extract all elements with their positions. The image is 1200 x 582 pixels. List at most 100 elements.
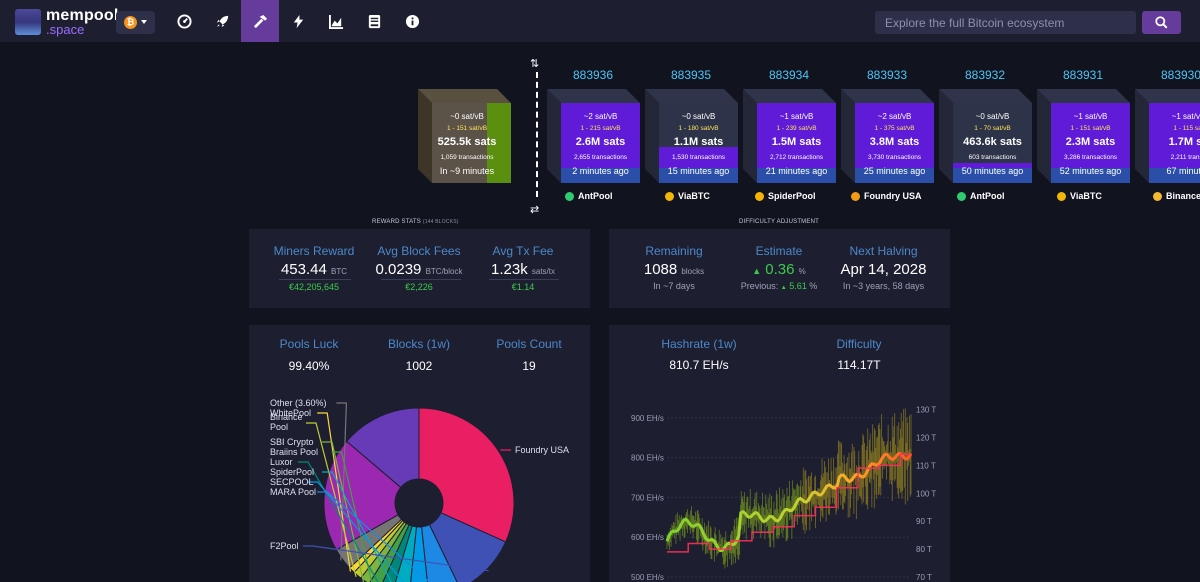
block-shape bbox=[1135, 89, 1200, 183]
block-pool-link[interactable]: ViaBTC bbox=[1057, 191, 1102, 201]
search-button[interactable] bbox=[1142, 11, 1181, 34]
block-883931[interactable]: ~1 sat/vB 1 - 151 sat/vB 2.3M sats 3,286 tr… bbox=[1037, 89, 1130, 183]
rocket-icon bbox=[216, 15, 228, 27]
mining-pools-card: Pools Luck 99.40% Blocks (1w) 1002 Pools… bbox=[249, 325, 590, 582]
nav-mining[interactable] bbox=[241, 0, 279, 42]
block-height-link[interactable]: 883935 bbox=[670, 68, 712, 82]
pie-label-line bbox=[322, 471, 392, 582]
estimate-amount: 0.36 bbox=[765, 261, 795, 278]
block-median-fee: ~0 sat/vB bbox=[681, 112, 716, 121]
nav-graphs[interactable] bbox=[317, 0, 355, 42]
swap-vertical-icon[interactable]: ⇅ bbox=[530, 58, 540, 70]
avg-block-fees-value: 0.0239 BTC/block bbox=[367, 261, 471, 278]
blocks-1w-label: Blocks (1w) bbox=[387, 337, 450, 351]
block-height-link[interactable]: 883932 bbox=[964, 68, 1006, 82]
block-fill-base bbox=[953, 168, 1032, 183]
hashrate-average-line bbox=[665, 452, 913, 553]
block-size: 2.6M sats bbox=[575, 136, 626, 148]
block-height-link[interactable]: 883936 bbox=[572, 68, 614, 82]
nav-dashboard[interactable] bbox=[165, 0, 203, 42]
mempool-pending-block[interactable]: ~0 sat/vB 1 - 151 sat/vB 525.5k sats 1,0… bbox=[418, 89, 511, 183]
block-fill-base bbox=[659, 168, 738, 183]
block-pool-link[interactable]: SpiderPool bbox=[755, 191, 816, 201]
swap-horizontal-icon[interactable]: ⇄ bbox=[530, 204, 540, 216]
pie-label-line bbox=[317, 412, 352, 572]
mempool-blockchain-divider bbox=[536, 72, 538, 197]
block-height-link[interactable]: 883930 bbox=[1160, 68, 1200, 82]
block-fee-range: 1 - 70 sat/vB bbox=[974, 125, 1011, 132]
difficulty-adjustment-title: DIFFICULTY ADJUSTMENT bbox=[739, 219, 819, 225]
block-fee-range: 1 - 375 sat/vB bbox=[874, 125, 915, 132]
nav-docs[interactable] bbox=[355, 0, 393, 42]
block-pool-link[interactable]: AntPool bbox=[565, 191, 613, 201]
brand-domain[interactable]: .space bbox=[46, 22, 85, 37]
block-883933[interactable]: ~2 sat/vB 1 - 375 sat/vB 3.8M sats 3,730 tr… bbox=[841, 89, 934, 183]
block-fill-base bbox=[561, 168, 640, 183]
miners-reward-unit: BTC bbox=[331, 267, 348, 276]
nav-accelerator[interactable] bbox=[203, 0, 241, 42]
block-height-link[interactable]: 883933 bbox=[866, 68, 908, 82]
block-size: 1.1M sats bbox=[673, 136, 724, 148]
difficulty-adjustment-card[interactable]: Remaining 1088 blocks In ~7 days Estimat… bbox=[609, 229, 950, 308]
brand-name[interactable]: mempool bbox=[46, 7, 119, 24]
y-left-tick-label: 800 EH/s bbox=[631, 454, 664, 463]
block-tx-count: 2,655 transactions bbox=[573, 154, 628, 161]
pie-label-line bbox=[298, 461, 379, 582]
block-fee-range: 1 - 215 sat/vB bbox=[580, 125, 621, 132]
block-883936[interactable]: ~2 sat/vB 1 - 215 sat/vB 2.6M sats 2,655 tr… bbox=[547, 89, 640, 183]
avg-tx-fee-value: 1.23k sats/tx bbox=[473, 261, 573, 278]
block-pool-link[interactable]: Foundry USA bbox=[851, 191, 922, 201]
avg-tx-fee-unit: sats/tx bbox=[531, 267, 555, 276]
block-time: 67 minutes bbox=[1166, 166, 1200, 176]
mempool-logo-icon[interactable] bbox=[15, 9, 41, 35]
pool-name: AntPool bbox=[970, 191, 1005, 201]
hashrate-difficulty-chart[interactable]: 500 EH/s 600 EH/s 700 EH/s 800 EH/s 900 EH/s… bbox=[609, 385, 950, 582]
block-shape bbox=[841, 89, 934, 183]
pie-legend-label: Luxor bbox=[270, 457, 293, 467]
mempool-block-shape bbox=[418, 89, 511, 183]
reward-stats-card: Miners Reward 453.44 BTC €42,205,645 Avg… bbox=[249, 229, 590, 308]
mempool-fee-range: 1 - 151 sat/vB bbox=[446, 125, 488, 132]
block-median-fee: ~1 sat/vB bbox=[779, 112, 814, 121]
block-883935[interactable]: ~0 sat/vB 1 - 180 sat/vB 1.1M sats 1,530 tr… bbox=[645, 89, 738, 183]
pool-logo-icon bbox=[1153, 191, 1162, 201]
remaining-label: Remaining bbox=[645, 244, 703, 258]
block-face: ~2 sat/vB 1 - 375 sat/vB 3.8M sats 3,730 tr… bbox=[855, 103, 934, 183]
block-883934[interactable]: ~1 sat/vB 1 - 239 sat/vB 1.5M sats 2,712 tr… bbox=[743, 89, 836, 183]
pie-slice-f2pool[interactable] bbox=[428, 512, 507, 582]
divider-line bbox=[279, 279, 351, 280]
next-halving-label: Next Halving bbox=[849, 244, 918, 258]
pool-name: Foundry USA bbox=[864, 191, 922, 201]
pool-logo-icon bbox=[665, 191, 674, 201]
pie-slice-foundry-usa[interactable] bbox=[418, 407, 515, 543]
block-pool-link[interactable]: ViaBTC bbox=[665, 191, 710, 201]
estimate-label: Estimate bbox=[755, 244, 803, 258]
pie-slice-viabtc[interactable] bbox=[346, 407, 420, 489]
pie-legend-label: SpiderPool bbox=[270, 467, 314, 477]
block-tx-count: 3,730 transactions bbox=[867, 154, 922, 161]
pool-logo-icon bbox=[565, 191, 574, 201]
y-left-tick-label: 900 EH/s bbox=[631, 414, 664, 423]
search-input[interactable] bbox=[875, 11, 1136, 34]
block-pool-link[interactable]: AntPool bbox=[957, 191, 1005, 201]
block-883930[interactable]: ~1 sat/vB 1 - 115 sat 1.7M sa 2,211 transa 6… bbox=[1135, 89, 1200, 183]
block-time: 15 minutes ago bbox=[667, 166, 730, 176]
block-pool-link[interactable]: Binance bbox=[1153, 191, 1200, 201]
reward-stats-title: REWARD STATS (144 BLOCKS) bbox=[372, 219, 459, 225]
hashrate-card: Hashrate (1w) 810.7 EH/s Difficulty 114.… bbox=[609, 325, 950, 582]
nav-about[interactable] bbox=[393, 0, 431, 42]
block-tx-count: 1,530 transactions bbox=[671, 154, 726, 161]
block-height-link[interactable]: 883934 bbox=[768, 68, 810, 82]
arrow-up-icon: ▲ bbox=[752, 266, 762, 276]
miners-reward-label: Miners Reward bbox=[273, 244, 355, 258]
block-median-fee: ~1 sat/vB bbox=[1171, 112, 1200, 121]
y-right-tick-label: 100 T bbox=[916, 489, 936, 498]
docs-icon bbox=[368, 14, 380, 28]
network-selector-button[interactable]: ₿ bbox=[116, 11, 155, 34]
difficulty-value: 114.17T bbox=[837, 358, 881, 372]
block-883932[interactable]: ~0 sat/vB 1 - 70 sat/vB 463.6k sats 603 tra… bbox=[939, 89, 1032, 183]
divider-line bbox=[489, 279, 559, 280]
block-height-link[interactable]: 883931 bbox=[1062, 68, 1104, 82]
nav-lightning[interactable] bbox=[279, 0, 317, 42]
